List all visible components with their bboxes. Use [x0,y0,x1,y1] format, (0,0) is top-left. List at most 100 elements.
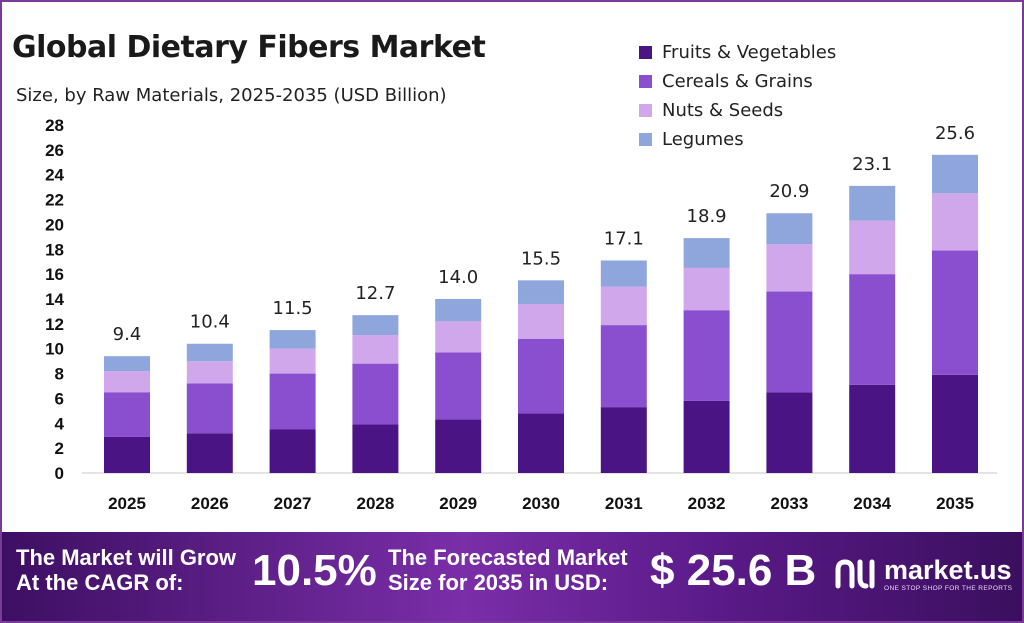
y-tick-label: 28 [45,116,64,135]
bar-total-label-2031: 17.1 [604,228,644,249]
x-tick-label-2034: 2034 [853,494,891,513]
bar-segment-cereals-grains-2032 [683,310,730,401]
chart-title: Global Dietary Fibers Market [12,30,486,65]
bar-segment-fruits-vegetables-2026 [186,433,233,473]
bar-segment-cereals-grains-2034 [849,274,896,385]
bar-total-label-2033: 20.9 [769,181,809,202]
bar-total-label-2034: 23.1 [852,154,892,175]
bar-segment-fruits-vegetables-2035 [932,374,978,473]
legend-item-fruits-vegetables: Fruits & Vegetables [639,38,836,67]
bar-segment-nuts-seeds-2026 [186,361,233,384]
bar-segment-legumes-2025 [104,356,150,372]
bar-total-label-2026: 10.4 [190,312,230,333]
legend-label: Legumes [662,129,744,150]
y-tick-label: 20 [45,215,64,234]
bar-segment-fruits-vegetables-2029 [435,419,482,473]
bar-segment-legumes-2035 [932,154,978,194]
x-tick-label-2031: 2031 [605,494,643,513]
bar-total-label-2030: 15.5 [521,248,561,269]
y-tick-label: 12 [45,315,64,334]
bar-segment-nuts-seeds-2031 [600,286,647,326]
y-tick-label: 16 [45,265,64,284]
footer-banner: The Market will Grow At the CAGR of: 10.… [2,532,1022,621]
legend-label: Cereals & Grains [662,71,813,92]
bar-segment-nuts-seeds-2033 [766,244,813,292]
bar-segment-legumes-2028 [352,315,399,336]
bar-segment-cereals-grains-2027 [269,373,316,430]
y-tick-label: 22 [45,191,64,210]
forecast-label: The Forecasted Market Size for 2035 in U… [388,545,628,595]
bar-segment-nuts-seeds-2028 [352,335,399,364]
y-tick-label: 6 [55,389,64,408]
y-tick-label: 24 [45,166,64,185]
bar-segment-cereals-grains-2029 [435,352,482,420]
market-us-logo-icon [835,559,875,589]
bar-segment-legumes-2031 [600,260,647,287]
forecast-label-line2: Size for 2035 in USD: [388,570,609,595]
x-tick-label-2035: 2035 [936,494,974,513]
forecast-label-line1: The Forecasted Market [388,545,628,570]
y-tick-label: 2 [55,439,64,458]
bar-segment-nuts-seeds-2025 [104,371,150,393]
bar-segment-cereals-grains-2025 [104,392,150,437]
legend-label: Fruits & Vegetables [662,42,837,63]
x-tick-label-2029: 2029 [439,494,477,513]
x-tick-label-2030: 2030 [522,494,560,513]
bar-segment-legumes-2029 [435,299,482,322]
legend-swatch [639,75,652,88]
bar-total-label-2027: 11.5 [273,298,313,319]
cagr-label: The Market will Grow At the CAGR of: [16,545,236,595]
bar-segment-cereals-grains-2030 [518,338,564,414]
legend-item-nuts-seeds: Nuts & Seeds [639,96,836,125]
legend-swatch [639,104,652,117]
brand-name: market.us [884,555,1012,585]
x-tick-label-2032: 2032 [688,494,726,513]
y-tick-label: 0 [55,464,64,483]
bar-total-label-2035: 25.6 [935,123,975,144]
brand-tagline: ONE STOP SHOP FOR THE REPORTS [884,585,1013,592]
y-tick-label: 18 [45,240,64,259]
legend-item-cereals-grains: Cereals & Grains [639,67,836,96]
bar-segment-fruits-vegetables-2028 [352,424,399,473]
legend-label: Nuts & Seeds [662,100,784,121]
cagr-value: 10.5% [252,546,377,595]
x-tick-label-2027: 2027 [274,494,312,513]
bar-segment-legumes-2026 [186,343,233,362]
bar-segment-fruits-vegetables-2032 [683,400,730,473]
x-tick-label-2033: 2033 [770,494,808,513]
bar-segment-legumes-2027 [269,330,316,349]
x-tick-label-2026: 2026 [191,494,229,513]
bar-total-label-2032: 18.9 [687,206,727,227]
legend: Fruits & Vegetables Cereals & Grains Nut… [639,38,836,154]
bar-segment-nuts-seeds-2027 [269,348,316,374]
cagr-label-line1: The Market will Grow [16,545,237,570]
bar-segment-cereals-grains-2028 [352,363,399,425]
y-tick-label: 14 [45,290,64,309]
bar-segment-legumes-2030 [518,280,564,304]
bar-segment-fruits-vegetables-2030 [518,413,564,473]
y-tick-label: 10 [45,340,64,359]
bar-segment-fruits-vegetables-2025 [104,436,150,473]
forecast-value: $ 25.6 B [650,546,817,595]
bar-segment-cereals-grains-2035 [932,250,978,375]
brand-logo: market.us ONE STOP SHOP FOR THE REPORTS [834,554,1012,594]
x-tick-label-2028: 2028 [356,494,394,513]
legend-swatch [639,46,652,59]
chart-subtitle: Size, by Raw Materials, 2025-2035 (USD B… [16,85,447,106]
bar-segment-legumes-2033 [766,213,813,245]
bar-segment-fruits-vegetables-2027 [269,429,316,473]
bar-segment-fruits-vegetables-2031 [600,407,647,473]
bar-segment-cereals-grains-2026 [186,383,233,434]
bar-segment-cereals-grains-2033 [766,291,813,393]
y-tick-label: 8 [55,365,64,384]
bar-segment-nuts-seeds-2029 [435,321,482,353]
cagr-label-line2: At the CAGR of: [16,570,184,595]
bar-segment-nuts-seeds-2030 [518,303,564,339]
y-tick-label: 4 [55,414,65,433]
bar-segment-cereals-grains-2031 [600,325,647,408]
bar-segment-nuts-seeds-2032 [683,267,730,311]
bar-total-label-2029: 14.0 [438,267,478,288]
bar-segment-legumes-2034 [849,185,896,221]
bar-total-label-2025: 9.4 [113,324,142,345]
